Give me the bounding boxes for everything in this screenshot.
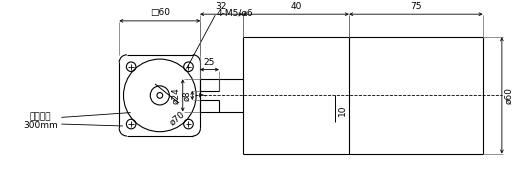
- Text: 10: 10: [338, 105, 347, 116]
- Text: 25: 25: [204, 58, 215, 67]
- Text: 电机导线: 电机导线: [29, 112, 51, 121]
- Text: 75: 75: [410, 2, 422, 11]
- Text: ø8: ø8: [183, 90, 191, 101]
- Text: ø60: ø60: [505, 87, 514, 104]
- Text: 300mm: 300mm: [23, 121, 58, 130]
- Text: 4-M5/ø6: 4-M5/ø6: [216, 9, 253, 18]
- Text: 40: 40: [290, 2, 301, 11]
- Text: 32: 32: [216, 2, 227, 11]
- Text: 7: 7: [199, 92, 208, 97]
- Text: □60: □60: [150, 8, 170, 17]
- Text: ø24: ø24: [172, 87, 181, 104]
- Text: ø70: ø70: [168, 109, 187, 127]
